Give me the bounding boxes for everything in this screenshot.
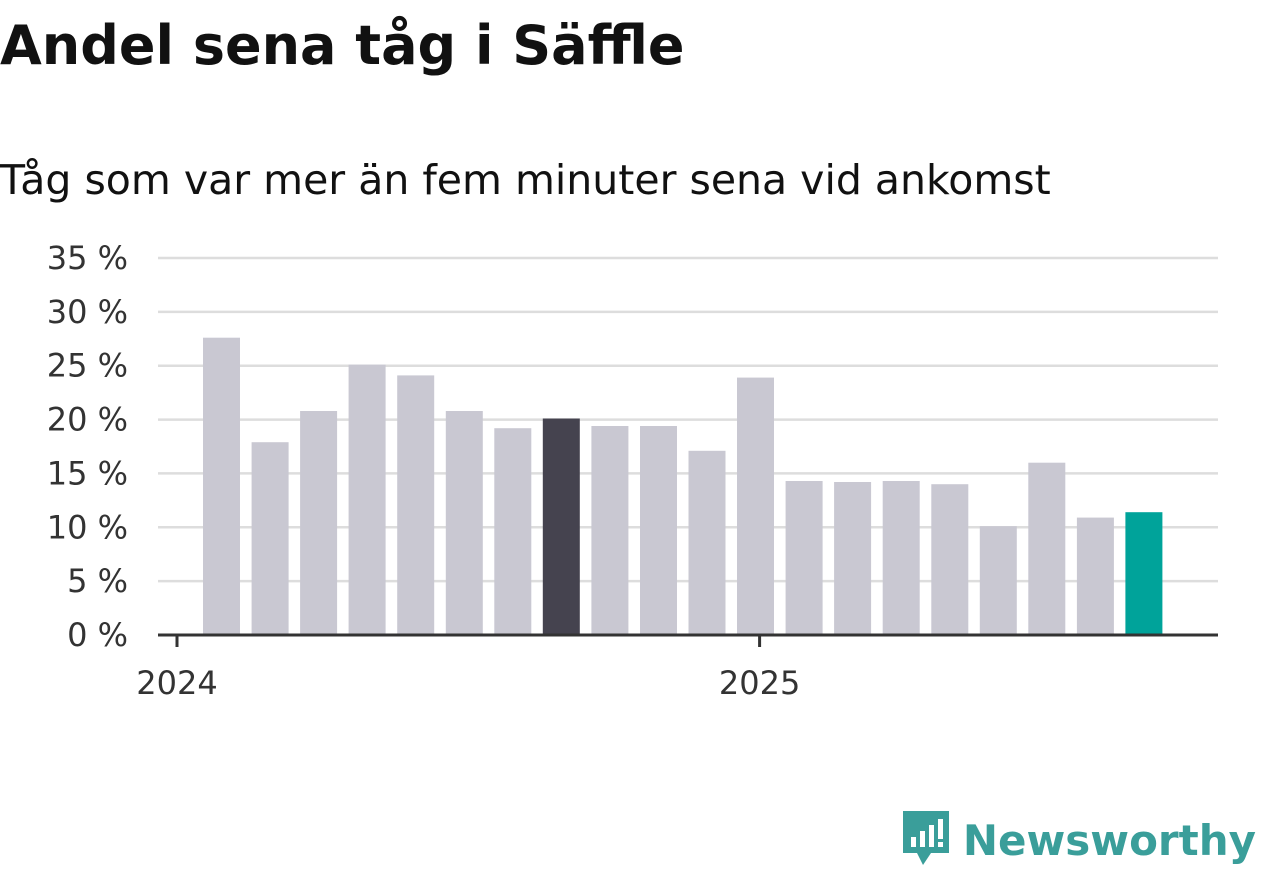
x-tick-label: 2024 xyxy=(136,664,217,702)
bar-2024-07 xyxy=(494,428,532,635)
bar-2024-08 xyxy=(542,418,580,635)
bar-2025-01 xyxy=(785,481,823,635)
x-tick-label: 2025 xyxy=(719,664,800,702)
bar-2025-07 xyxy=(1076,517,1114,635)
bar-2024-01 xyxy=(203,337,240,635)
y-tick-label: 20 % xyxy=(47,401,128,439)
bar-2024-12 xyxy=(737,377,774,635)
bar-2024-02 xyxy=(251,442,289,635)
y-tick-label: 0 % xyxy=(67,616,128,654)
newsworthy-logo: Newsworthy xyxy=(901,809,1256,871)
y-tick-label: 30 % xyxy=(47,293,128,331)
bar-2025-02 xyxy=(834,482,872,635)
chart-title: Andel sena tåg i Säffle xyxy=(0,14,685,77)
bar-2025-05 xyxy=(979,526,1017,635)
x-axis-ticks: 2024 2025 xyxy=(136,635,800,702)
y-tick-label: 10 % xyxy=(47,508,128,546)
bar-2024-04 xyxy=(348,364,386,635)
bar-2024-11 xyxy=(688,450,726,635)
brand-name: Newsworthy xyxy=(962,815,1256,865)
y-axis-ticks: 0 % 5 % 10 % 15 % 20 % 25 % 30 % 35 % xyxy=(47,239,128,654)
newsworthy-logo-icon xyxy=(901,809,951,871)
bar-2025-03 xyxy=(882,481,920,635)
bar-2025-06 xyxy=(1028,462,1066,635)
bar-2024-09 xyxy=(591,426,629,635)
y-tick-label: 5 % xyxy=(67,562,128,600)
y-tick-label: 25 % xyxy=(47,347,128,385)
bar-2024-10 xyxy=(640,426,677,635)
bar-2024-06 xyxy=(445,411,483,635)
bar-2025-08 xyxy=(1125,512,1163,635)
bar-2024-05 xyxy=(397,375,435,635)
bar-2024-03 xyxy=(300,411,338,635)
y-tick-label: 35 % xyxy=(47,239,128,277)
chart-subtitle: Tåg som var mer än fem minuter sena vid … xyxy=(0,156,1051,204)
bar-2025-04 xyxy=(931,484,969,635)
bars xyxy=(203,337,1163,635)
y-tick-label: 15 % xyxy=(47,454,128,492)
